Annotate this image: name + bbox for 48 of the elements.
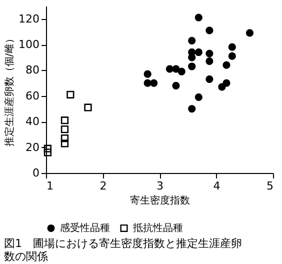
point (206, 75, 214, 84)
legend-label: 感受性品種 (60, 222, 110, 234)
point (222, 61, 230, 69)
point (188, 62, 196, 70)
point (60, 126, 69, 134)
point (66, 90, 74, 98)
point (166, 65, 174, 73)
point (144, 70, 152, 78)
point (228, 52, 236, 60)
point (194, 14, 202, 22)
y-axis-title: 推定生涯産卵数（個/雌） (4, 33, 16, 147)
x-axis-title: 寄生密度指数 (130, 194, 190, 206)
y-tick-label: 40 (26, 115, 40, 128)
x-tick-label: 1 (46, 180, 54, 192)
point (60, 140, 69, 148)
y-tick-label: 80 (26, 64, 40, 77)
point (218, 83, 226, 91)
point (206, 57, 214, 66)
y-tick-label: 120 (18, 12, 40, 26)
point (194, 48, 202, 56)
x-tick-label: 3 (156, 180, 164, 192)
point (172, 82, 180, 90)
y-tick-label: 20 (26, 140, 40, 154)
point (188, 36, 196, 44)
x-tick-label: 5 (266, 180, 274, 192)
point (206, 26, 214, 34)
y-tick-label: 0 (32, 166, 40, 180)
point (246, 29, 254, 37)
point (178, 68, 186, 76)
x-tick-label: 2 (100, 180, 107, 192)
point (172, 65, 180, 73)
point (60, 134, 69, 142)
point (194, 93, 202, 102)
x-tick-label: 4 (213, 180, 220, 192)
point (228, 43, 236, 51)
legend-label: 抵抗性品種 (132, 222, 183, 234)
point (188, 54, 196, 62)
text: 図1 圃場における寄生密度指数と推定生涯産卵数の関係 (4, 237, 242, 263)
point (44, 148, 52, 156)
point (84, 104, 92, 112)
y-tick-label: 60 (26, 89, 40, 102)
point (44, 144, 52, 152)
point (60, 116, 69, 124)
y-tick-label: 100 (18, 38, 40, 52)
point (144, 79, 152, 87)
point (188, 104, 196, 113)
point (206, 50, 214, 58)
point (150, 79, 158, 87)
